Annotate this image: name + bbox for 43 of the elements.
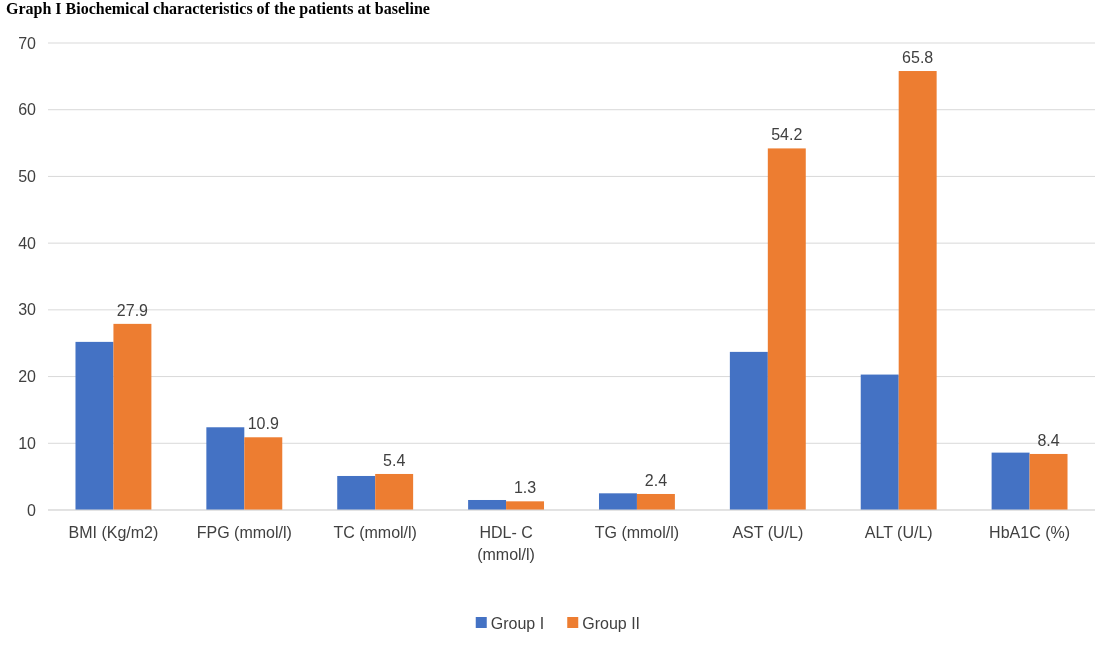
y-tick-label: 70 bbox=[18, 34, 37, 52]
bar bbox=[506, 501, 545, 510]
data-label: 2.4 bbox=[644, 471, 668, 489]
legend-label: Group I bbox=[490, 614, 545, 632]
y-tick-label: 40 bbox=[18, 234, 37, 252]
x-tick-label: FPG (mmol/l) bbox=[196, 524, 292, 541]
y-tick-label: 30 bbox=[18, 301, 37, 319]
x-tick-label: BMI (Kg/m2) bbox=[68, 524, 159, 541]
x-tick-label: TG (mmol/l) bbox=[594, 524, 680, 541]
bar bbox=[991, 452, 1030, 510]
bar bbox=[206, 427, 245, 510]
bar bbox=[729, 351, 768, 510]
data-label: 27.9 bbox=[116, 301, 149, 319]
bar bbox=[767, 148, 806, 510]
bar bbox=[375, 473, 414, 510]
bar bbox=[1029, 453, 1068, 510]
data-label: 54.2 bbox=[771, 126, 803, 144]
bar bbox=[244, 437, 283, 510]
y-tick-label: 20 bbox=[18, 368, 37, 386]
data-label: 5.4 bbox=[383, 451, 406, 469]
bar bbox=[337, 475, 376, 510]
x-tick-label: AST (U/L) bbox=[732, 524, 804, 541]
bar bbox=[598, 493, 637, 510]
data-label: 8.4 bbox=[1037, 431, 1060, 449]
chart-title: Graph I Biochemical characteristics of the patients at baseline bbox=[6, 0, 430, 18]
bar bbox=[75, 341, 114, 510]
x-tick-label: ALT (U/L) bbox=[864, 524, 933, 541]
legend-label: Group II bbox=[582, 614, 641, 632]
bar bbox=[860, 374, 899, 510]
y-tick-label: 0 bbox=[27, 501, 37, 519]
bar bbox=[468, 499, 507, 510]
data-label: 65.8 bbox=[902, 49, 934, 67]
data-label: 10.9 bbox=[247, 415, 279, 433]
bar bbox=[113, 323, 152, 510]
bar bbox=[898, 71, 937, 510]
x-tick-label: HbA1C (%) bbox=[989, 524, 1071, 541]
data-label: 1.3 bbox=[513, 479, 537, 497]
y-tick-label: 60 bbox=[18, 101, 37, 119]
y-tick-label: 50 bbox=[18, 168, 37, 186]
x-tick-label: HDL- C (mmol/l) bbox=[477, 524, 535, 563]
bar bbox=[636, 493, 675, 510]
x-tick-label: TC (mmol/l) bbox=[333, 524, 417, 541]
y-tick-label: 10 bbox=[18, 434, 37, 452]
